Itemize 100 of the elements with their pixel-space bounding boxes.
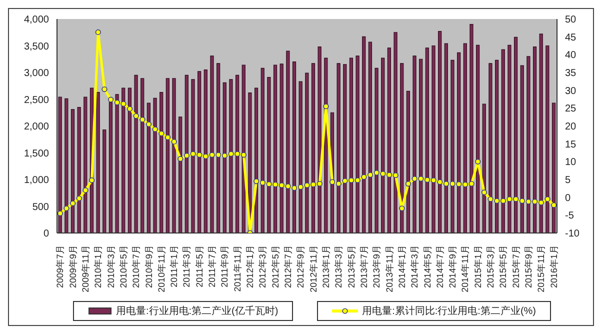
x-tick-label: 2012年1月 bbox=[245, 245, 256, 288]
bar bbox=[311, 63, 316, 233]
bar bbox=[229, 79, 233, 233]
bar bbox=[412, 56, 416, 233]
bar bbox=[362, 36, 366, 233]
bar bbox=[368, 42, 372, 233]
x-tick-label: 2014年3月 bbox=[410, 245, 420, 288]
x-tick-label: 2013年5月 bbox=[346, 245, 356, 288]
x-tick-label: 2013年11月 bbox=[384, 245, 394, 292]
y2-tick-label: 40 bbox=[565, 50, 577, 62]
y2-tick-label: 25 bbox=[565, 104, 577, 115]
bar bbox=[273, 64, 278, 233]
bar bbox=[444, 43, 448, 233]
bar bbox=[546, 45, 550, 233]
bar bbox=[381, 58, 385, 233]
bar bbox=[236, 74, 240, 233]
x-tick-label: 2015年5月 bbox=[498, 245, 508, 288]
bar bbox=[463, 43, 467, 233]
bar bbox=[532, 46, 537, 233]
y2-tick-label: 45 bbox=[565, 32, 577, 44]
x-tick-label: 2012年9月 bbox=[296, 245, 306, 288]
legend-label: 用电量:累计同比:行业用电:第二产业(%) bbox=[362, 304, 536, 318]
x-tick-label: 2012年11月 bbox=[308, 245, 318, 292]
x-tick-label: 2011年3月 bbox=[182, 245, 192, 288]
bar bbox=[374, 68, 378, 233]
bar bbox=[494, 60, 499, 233]
x-tick-label: 2014年5月 bbox=[422, 245, 432, 288]
y-tick-label: 2,500 bbox=[24, 94, 50, 106]
y-tick-label: 500 bbox=[32, 202, 50, 213]
y2-tick-label: 50 bbox=[565, 14, 577, 26]
bar bbox=[198, 71, 202, 233]
x-tick-label: 2014年7月 bbox=[434, 245, 445, 288]
x-tick-label: 2013年9月 bbox=[372, 245, 382, 288]
y2-tick-label: 35 bbox=[565, 68, 577, 80]
x-tick-label: 2014年11月 bbox=[460, 245, 470, 292]
bar bbox=[356, 56, 360, 233]
x-tick-label: 2013年7月 bbox=[358, 245, 369, 288]
bar bbox=[539, 34, 543, 233]
y-tick-label: 1,000 bbox=[24, 175, 50, 186]
bar bbox=[343, 64, 347, 233]
bar bbox=[552, 102, 556, 233]
bar bbox=[432, 45, 436, 233]
x-tick-label: 2015年11月 bbox=[536, 245, 546, 292]
x-tick-label: 2016年1月 bbox=[548, 245, 559, 288]
bar bbox=[115, 94, 119, 233]
x-tick-label: 2010年11月 bbox=[156, 245, 166, 292]
bar bbox=[216, 63, 220, 233]
y2-tick-label: -5 bbox=[565, 210, 574, 222]
x-tick-label: 2010年1月 bbox=[93, 245, 104, 288]
x-tick-label: 2010年9月 bbox=[144, 245, 154, 288]
bar bbox=[438, 31, 442, 233]
bar bbox=[260, 68, 264, 233]
bar bbox=[146, 102, 150, 233]
bar bbox=[153, 98, 157, 233]
bar bbox=[286, 50, 290, 233]
bar bbox=[58, 96, 62, 233]
bar bbox=[394, 32, 398, 233]
x-tick-label: 2012年7月 bbox=[283, 245, 294, 288]
x-tick-label: 2012年3月 bbox=[258, 245, 268, 288]
bar bbox=[172, 78, 176, 233]
bar bbox=[267, 77, 271, 233]
bar bbox=[501, 49, 505, 233]
x-tick-label: 2009年9月 bbox=[68, 245, 78, 288]
bar bbox=[128, 88, 132, 233]
bar bbox=[419, 58, 423, 233]
bar bbox=[77, 106, 81, 233]
bar bbox=[184, 74, 188, 233]
bar bbox=[470, 24, 474, 233]
bar bbox=[140, 78, 144, 233]
x-tick-label: 2013年3月 bbox=[334, 245, 344, 288]
x-tick-label: 2015年1月 bbox=[472, 245, 483, 288]
y-tick-label: 0 bbox=[43, 228, 50, 240]
bar bbox=[349, 58, 354, 233]
bar bbox=[387, 48, 391, 233]
bar bbox=[64, 98, 68, 233]
bar bbox=[292, 62, 296, 233]
x-tick-label: 2011年1月 bbox=[169, 245, 180, 288]
y-tick-label: 4,000 bbox=[24, 14, 50, 26]
x-tick-label: 2011年7月 bbox=[207, 245, 218, 288]
x-tick-label: 2012年5月 bbox=[270, 245, 280, 288]
x-tick-label: 2010年3月 bbox=[106, 245, 116, 288]
bar bbox=[450, 60, 454, 233]
y2-tick-label: 5 bbox=[565, 175, 571, 186]
x-tick-label: 2009年7月 bbox=[55, 245, 66, 288]
x-tick-label: 2014年9月 bbox=[448, 245, 458, 288]
x-tick-label: 2015年7月 bbox=[510, 245, 521, 288]
bar bbox=[204, 70, 208, 233]
y-tick-label: 2,000 bbox=[24, 122, 50, 133]
bar bbox=[476, 44, 480, 233]
x-tick-label: 2015年3月 bbox=[486, 245, 496, 288]
y-tick-label: 1,500 bbox=[24, 148, 50, 160]
bar bbox=[134, 74, 138, 233]
x-tick-label: 2010年7月 bbox=[131, 245, 142, 288]
bar bbox=[70, 109, 75, 233]
y2-tick-label: 15 bbox=[565, 139, 577, 150]
bar bbox=[400, 63, 404, 233]
legend-label: 用电量:行业用电:第二产业(亿千瓦时) bbox=[116, 304, 278, 318]
bar bbox=[96, 92, 100, 233]
bar bbox=[210, 56, 214, 233]
x-tick-label: 2013年1月 bbox=[320, 245, 331, 288]
